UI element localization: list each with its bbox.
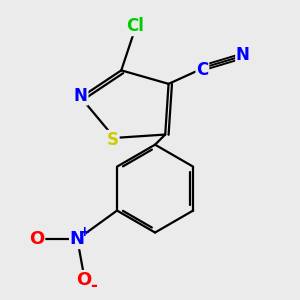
Text: C: C: [196, 61, 208, 80]
Text: N: N: [74, 87, 88, 105]
Text: N: N: [236, 46, 250, 64]
Text: O: O: [76, 271, 92, 289]
Text: +: +: [79, 225, 91, 239]
Text: Cl: Cl: [126, 17, 144, 35]
Text: S: S: [107, 130, 119, 148]
Text: O: O: [29, 230, 44, 248]
Text: -: -: [90, 277, 97, 295]
Text: N: N: [70, 230, 85, 248]
